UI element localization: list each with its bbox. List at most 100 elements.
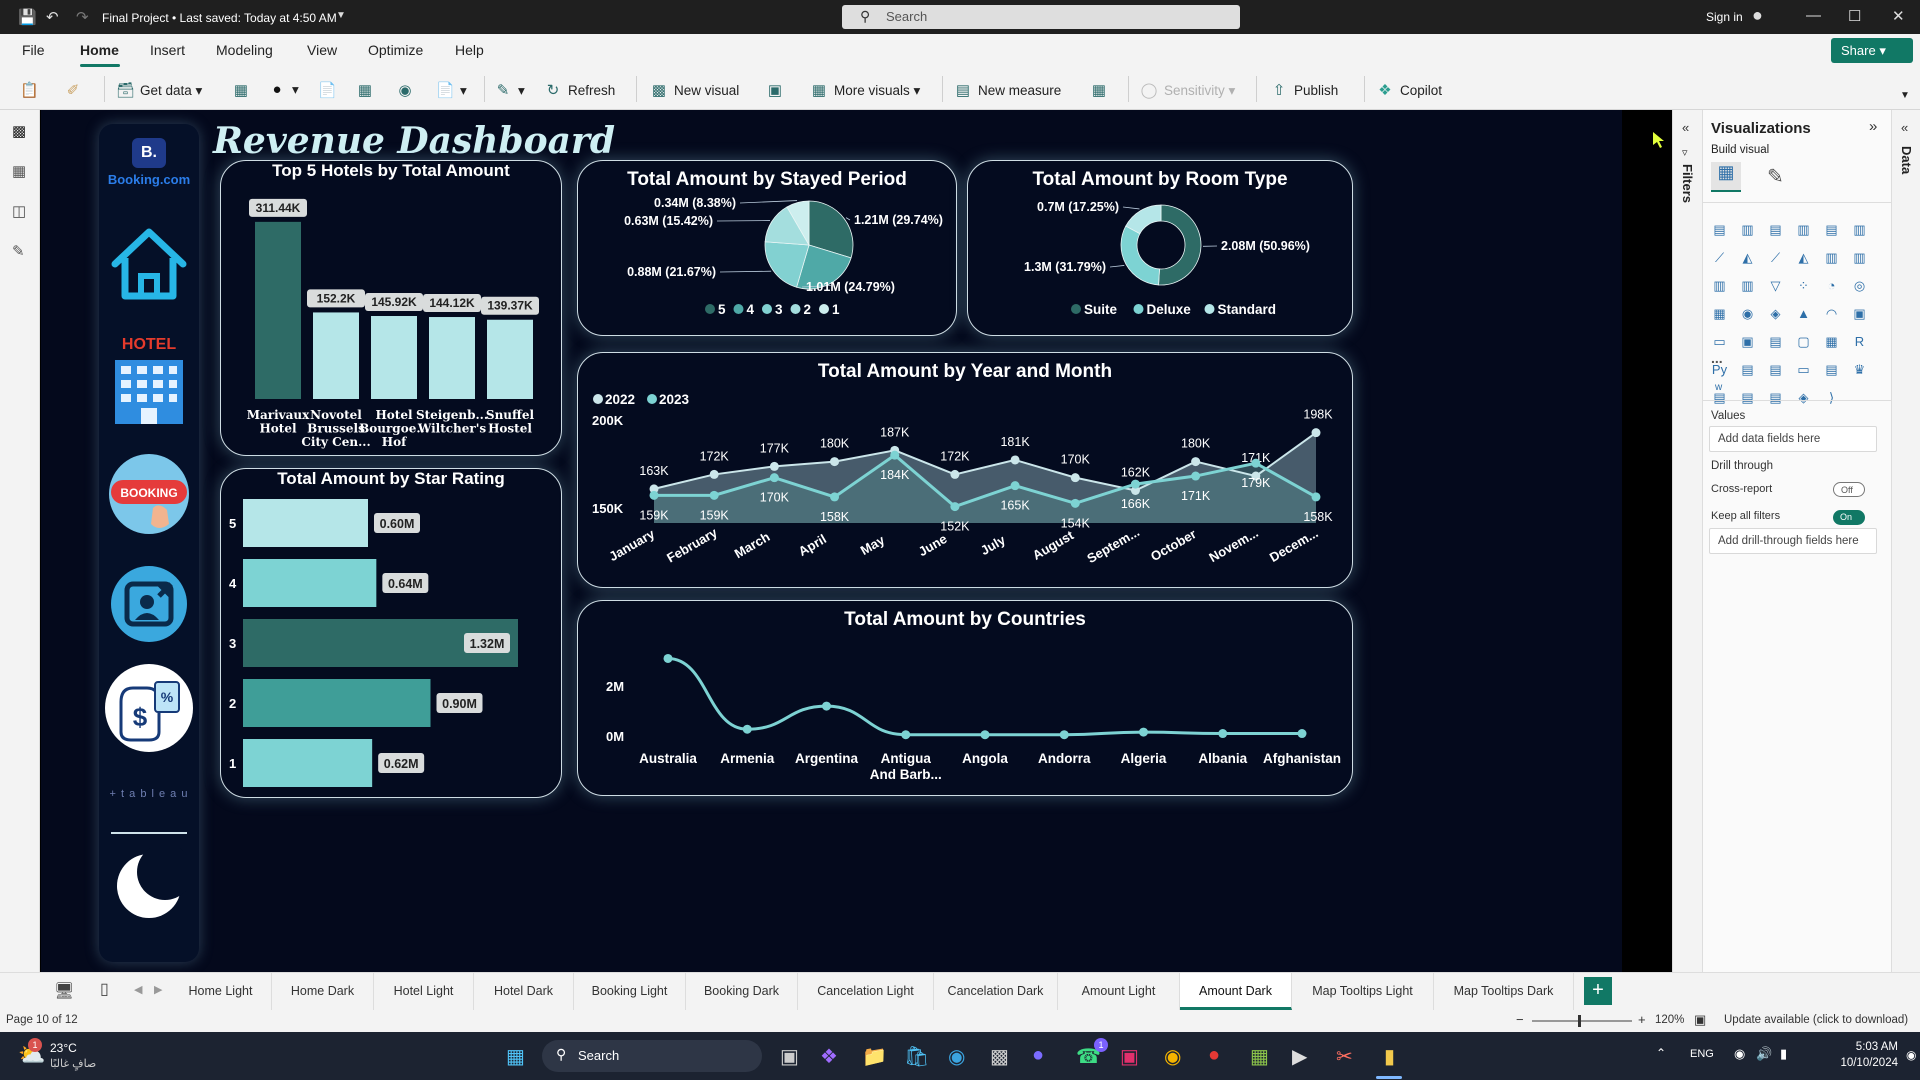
new-visual-button[interactable]: ▩ New visual xyxy=(650,81,739,99)
more-visuals-button[interactable]: ▦ More visuals ▾ xyxy=(810,81,920,99)
sql-icon[interactable]: 📄 xyxy=(318,81,342,99)
visual-type-icon[interactable]: ⟩ xyxy=(1823,390,1840,407)
page-tab[interactable]: Cancelation Dark xyxy=(934,973,1058,1010)
room-type-chart[interactable]: 2.08M (50.96%) 1.3M (31.79%) 0.7M (17.25%)… xyxy=(968,161,1354,337)
expand-data-icon[interactable]: « xyxy=(1901,120,1908,135)
visual-type-icon[interactable]: R xyxy=(1851,334,1868,351)
data-label[interactable]: Data xyxy=(1899,146,1914,174)
visual-type-icon[interactable]: ◈ xyxy=(1767,306,1784,323)
amount-nav-icon[interactable]: $ % xyxy=(103,662,195,754)
visual-type-icon[interactable]: ▤ xyxy=(1767,334,1784,351)
menu-view[interactable]: View xyxy=(307,42,337,58)
page-tab[interactable]: Hotel Dark xyxy=(474,973,574,1010)
maximize-icon[interactable]: ☐ xyxy=(1848,7,1861,25)
chevron-down-icon[interactable]: ▼ xyxy=(336,10,346,21)
home-nav-icon[interactable] xyxy=(107,224,191,304)
visual-type-icon[interactable]: ▭ xyxy=(1711,334,1728,351)
task-view-icon[interactable]: ▣ xyxy=(780,1044,799,1069)
page-tab[interactable]: Cancelation Light xyxy=(798,973,934,1010)
report-view-icon[interactable]: ▩ xyxy=(12,122,26,140)
page-tab[interactable]: Booking Light xyxy=(574,973,686,1010)
visual-type-icon[interactable]: ▥ xyxy=(1851,250,1868,267)
menu-help[interactable]: Help xyxy=(455,42,484,58)
visual-type-icon[interactable]: ▦ xyxy=(1823,334,1840,351)
close-icon[interactable]: ✕ xyxy=(1892,7,1905,25)
visual-type-icon[interactable]: ▭ xyxy=(1795,362,1812,379)
visual-type-icon[interactable]: ▥ xyxy=(1739,278,1756,295)
menu-optimize[interactable]: Optimize xyxy=(368,42,423,58)
visual-type-icon[interactable]: ▤ xyxy=(1767,390,1784,407)
instagram-icon[interactable]: ▣ xyxy=(1120,1044,1139,1069)
new-measure-button[interactable]: ▤ New measure xyxy=(954,81,1061,99)
page-tab[interactable]: Map Tooltips Light xyxy=(1292,973,1434,1010)
tableau-logo-icon[interactable]: + t a b l e a u xyxy=(110,788,189,800)
visual-type-icon[interactable]: ▤ xyxy=(1767,222,1784,239)
copilot-app-icon[interactable]: ❖ xyxy=(820,1044,838,1069)
visual-type-icon[interactable]: ▤ xyxy=(1739,390,1756,407)
format-painter-icon[interactable]: ✐ xyxy=(64,81,88,99)
visual-type-icon[interactable]: ◉ xyxy=(1739,306,1756,323)
visual-type-icon[interactable]: ▥ xyxy=(1823,250,1840,267)
prev-page-icon[interactable]: ◀ xyxy=(134,983,142,996)
save-icon[interactable]: 💾 xyxy=(18,8,37,26)
visual-type-icon[interactable]: ⟋ xyxy=(1767,250,1784,267)
dataverse-icon[interactable]: ◉ xyxy=(396,81,420,99)
account-icon[interactable]: ● xyxy=(1752,5,1763,26)
paste-icon[interactable]: 📋 xyxy=(20,81,44,99)
notifications-icon[interactable]: ◉ xyxy=(1906,1048,1916,1062)
media-icon[interactable]: ● xyxy=(1208,1044,1220,1067)
page-tab[interactable]: Home Light xyxy=(170,973,272,1010)
ribbon-collapse-icon[interactable]: ▼ xyxy=(1900,90,1910,101)
visual-type-icon[interactable]: ▥ xyxy=(1711,278,1728,295)
chrome-icon[interactable]: ◉ xyxy=(1164,1044,1181,1069)
visual-type-icon[interactable]: ▦ xyxy=(1711,306,1728,323)
file-explorer-icon[interactable]: 📁 xyxy=(862,1044,887,1069)
excel-icon[interactable]: ▦ xyxy=(232,81,256,99)
keep-filters-toggle[interactable]: On xyxy=(1833,510,1865,525)
add-page-button[interactable]: + xyxy=(1584,977,1612,1005)
player-icon[interactable]: ▶ xyxy=(1292,1044,1307,1069)
clock-time[interactable]: 5:03 AM xyxy=(1818,1041,1898,1053)
share-button[interactable]: Share ▾ xyxy=(1831,38,1913,63)
page-tab[interactable]: Amount Light xyxy=(1058,973,1180,1010)
tray-chevron-icon[interactable]: ⌃ xyxy=(1656,1046,1666,1060)
desktop-layout-icon[interactable]: 🖥 xyxy=(54,981,74,1001)
redo-icon[interactable]: ↷ xyxy=(76,8,89,26)
more-visuals-ellipsis[interactable]: ... xyxy=(1711,350,1723,366)
visual-type-icon[interactable]: ◭ xyxy=(1795,250,1812,267)
battery-icon[interactable]: ▮ xyxy=(1780,1046,1787,1062)
menu-modeling[interactable]: Modeling xyxy=(216,42,273,58)
store-icon[interactable]: 🛍 xyxy=(904,1044,929,1069)
visual-type-icon[interactable]: ▤ xyxy=(1767,362,1784,379)
publish-button[interactable]: ⇧ Publish xyxy=(1270,81,1338,99)
year-month-chart[interactable]: 200K 150K 163K 172K 177K 180K 187K 172K 181K 170K… xyxy=(578,353,1354,589)
wifi-icon[interactable]: ◉ xyxy=(1734,1046,1745,1062)
filters-strip[interactable]: « ▿ Filters xyxy=(1673,110,1703,972)
sensitivity-button[interactable]: ◯ Sensitivity ▾ xyxy=(1140,81,1235,99)
page-tab[interactable]: Home Dark xyxy=(272,973,374,1010)
model-view-icon[interactable]: ◫ xyxy=(12,202,26,220)
copilot-button[interactable]: ❖ Copilot xyxy=(1376,81,1442,99)
visual-type-icon[interactable]: ▣ xyxy=(1851,306,1868,323)
visual-type-icon[interactable]: ▽ xyxy=(1767,278,1784,295)
update-notice[interactable]: Update available (click to download) xyxy=(1724,1014,1908,1026)
data-strip[interactable]: « Data xyxy=(1891,110,1920,972)
terminal-icon[interactable]: ▩ xyxy=(990,1044,1009,1069)
menu-home[interactable]: Home xyxy=(80,42,119,58)
sign-in-link[interactable]: Sign in xyxy=(1706,10,1743,24)
dax-query-icon[interactable]: ✎ xyxy=(12,242,25,260)
visual-type-icon[interactable]: ⟋ xyxy=(1711,250,1728,267)
text-box-icon[interactable]: ▣ xyxy=(766,81,790,99)
visual-type-icon[interactable]: ▥ xyxy=(1851,222,1868,239)
visual-type-icon[interactable]: ◎ xyxy=(1851,278,1868,295)
search-input[interactable]: ⚲ Search xyxy=(842,5,1240,29)
messenger-icon[interactable]: ● xyxy=(1032,1044,1044,1067)
filters-label[interactable]: Filters xyxy=(1680,164,1695,203)
cancel-nav-icon[interactable] xyxy=(109,564,189,644)
cross-report-toggle[interactable]: Off xyxy=(1833,482,1865,497)
visual-type-icon[interactable]: ▥ xyxy=(1795,222,1812,239)
zoom-level[interactable]: 120% xyxy=(1655,1014,1684,1026)
undo-icon[interactable]: ↶ xyxy=(46,8,59,26)
add-data-field-well[interactable]: Add data fields here xyxy=(1709,426,1877,452)
get-data-button[interactable]: 🗃 Get data ▾ xyxy=(116,81,202,99)
